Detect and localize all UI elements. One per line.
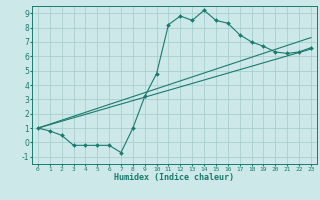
X-axis label: Humidex (Indice chaleur): Humidex (Indice chaleur)	[115, 173, 234, 182]
